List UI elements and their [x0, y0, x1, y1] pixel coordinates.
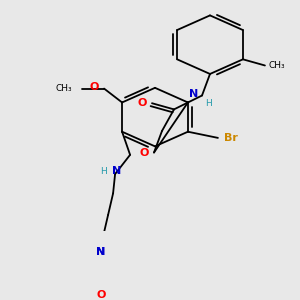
Text: N: N	[189, 89, 199, 99]
Text: O: O	[139, 148, 149, 158]
Text: O: O	[137, 98, 147, 108]
Text: N: N	[97, 247, 106, 257]
Text: H: H	[205, 99, 212, 108]
Text: O: O	[96, 290, 106, 300]
Text: Br: Br	[224, 133, 238, 143]
Text: CH₃: CH₃	[56, 84, 72, 93]
Text: CH₃: CH₃	[269, 61, 286, 70]
Text: N: N	[97, 247, 106, 257]
Text: H: H	[100, 167, 106, 176]
Text: N: N	[112, 166, 122, 176]
Text: O: O	[89, 82, 99, 92]
